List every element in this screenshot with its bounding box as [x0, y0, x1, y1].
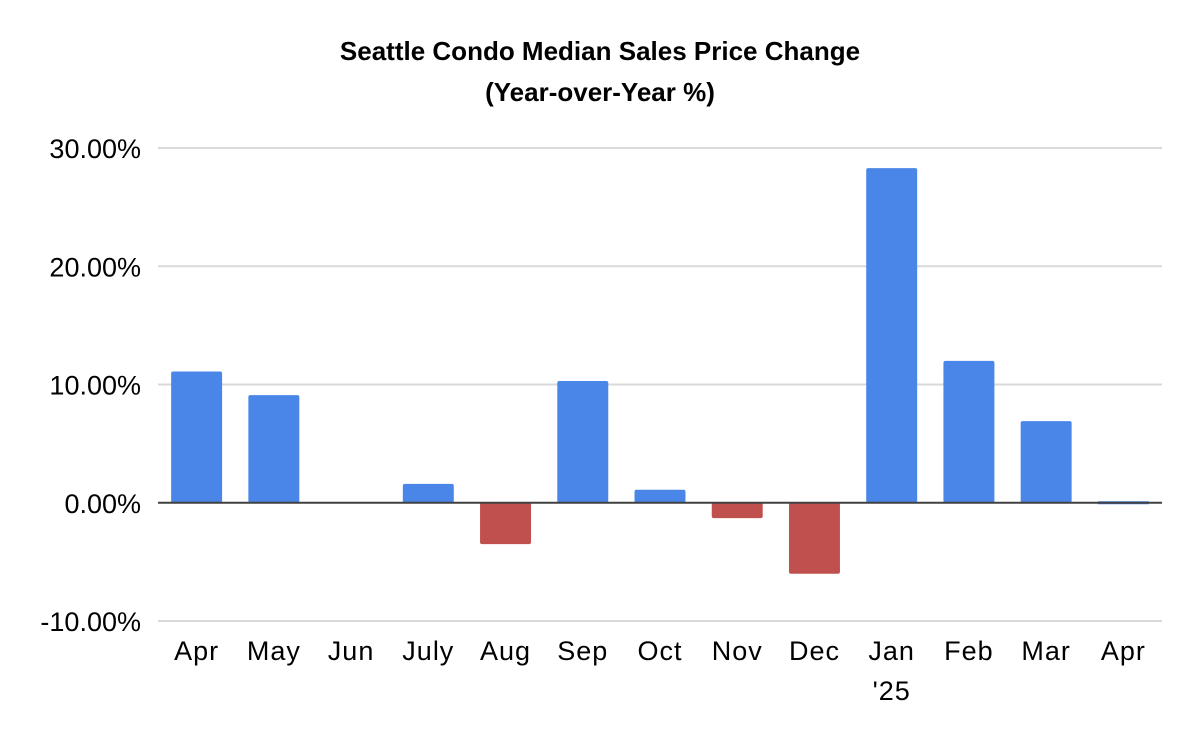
- bar: [943, 360, 995, 503]
- x-tick-label: Oct: [637, 636, 682, 666]
- x-axis-ticks: Apr May Jun July Aug Sep Oct Nov Dec Jan '25 Feb Mar…: [174, 636, 1146, 706]
- x-tick-label: Nov: [712, 636, 763, 666]
- x-tick-label: Mar: [1021, 636, 1071, 666]
- x-tick-label: Apr: [1101, 636, 1146, 666]
- chart-title: Seattle Condo Median Sales Price Change: [340, 36, 860, 66]
- x-tick-label: May: [247, 636, 301, 666]
- gridlines: [158, 147, 1162, 622]
- bar: [248, 395, 300, 503]
- bar: [171, 371, 223, 503]
- bars: [171, 168, 1149, 574]
- y-tick-label: 30.00%: [49, 134, 141, 164]
- y-tick-label: -10.00%: [40, 607, 141, 637]
- bar: [1020, 421, 1072, 503]
- x-tick-label: Jun: [328, 636, 375, 666]
- bar: [634, 489, 686, 503]
- y-tick-label: 0.00%: [64, 489, 141, 519]
- x-tick-label: Apr: [174, 636, 219, 666]
- x-tick-label: Sep: [557, 636, 608, 666]
- bar: [711, 502, 763, 519]
- bar: [788, 502, 840, 574]
- y-tick-label: 10.00%: [49, 371, 141, 401]
- x-tick-label: Jan: [868, 636, 915, 666]
- x-tick-label: Dec: [789, 636, 840, 666]
- y-tick-label: 20.00%: [49, 252, 141, 282]
- chart-subtitle: (Year-over-Year %): [485, 77, 715, 107]
- x-tick-sublabel: '25: [873, 676, 911, 706]
- x-tick-label: July: [402, 636, 454, 666]
- bar: [866, 168, 918, 503]
- x-tick-label: Aug: [480, 636, 531, 666]
- y-axis-ticks: 30.00% 20.00% 10.00% 0.00% -10.00%: [40, 134, 141, 637]
- bar: [557, 380, 609, 503]
- bar: [480, 502, 532, 545]
- x-tick-label: Feb: [944, 636, 994, 666]
- bar: [402, 483, 454, 503]
